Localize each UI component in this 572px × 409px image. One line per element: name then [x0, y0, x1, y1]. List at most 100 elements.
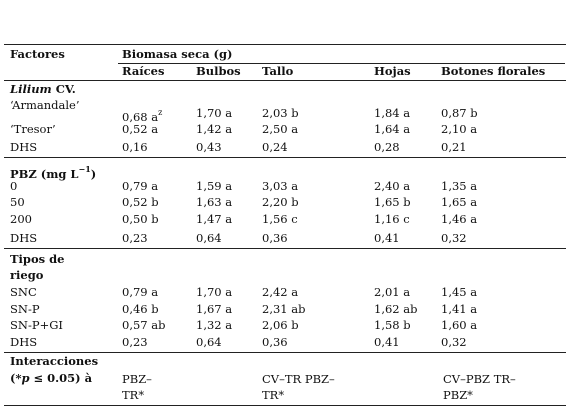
cell: 1,59 a: [196, 179, 233, 193]
cell: 0,46 b: [122, 302, 159, 316]
cell: 0,32: [441, 231, 467, 245]
rule-line: [4, 44, 566, 45]
row-label: ‘Armandale’: [10, 98, 80, 112]
cell: 1,63 a: [196, 195, 233, 209]
column-header: Tallo: [262, 64, 294, 78]
cell: 2,10 a: [441, 122, 478, 136]
rule-line: [4, 248, 566, 249]
row-label: DHS: [10, 231, 38, 245]
cell: 0,24: [262, 140, 288, 154]
cell: 0,52 a: [122, 122, 159, 136]
rule-line: [4, 157, 566, 158]
cell: 1,65 b: [374, 195, 411, 209]
cell: 0,43: [196, 140, 222, 154]
cell: 1,42 a: [196, 122, 233, 136]
cell: 0,64: [196, 335, 222, 349]
cell: 1,70 a: [196, 106, 233, 120]
section-title-part: ): [90, 167, 97, 181]
rule-line: [4, 405, 566, 406]
cell: 0,28: [374, 140, 400, 154]
cell: 1,60 a: [441, 318, 478, 332]
section-title-part: Lilium: [10, 82, 52, 96]
section-title: PBZ (mg L−1): [10, 162, 96, 181]
row-label: 0: [10, 179, 18, 193]
section-title: riego: [10, 268, 44, 282]
interaction-item: CV–TR PBZ–: [262, 372, 335, 386]
cell: 0,41: [374, 231, 400, 245]
cell: 2,42 a: [262, 285, 299, 299]
interaction-item: CV–PBZ TR–: [443, 372, 516, 386]
row-label: DHS: [10, 140, 38, 154]
cell: 2,03 b: [262, 106, 299, 120]
interaction-item: PBZ*: [443, 388, 473, 402]
cell: 1,45 a: [441, 285, 478, 299]
cell: 0,23: [122, 335, 148, 349]
cell: 1,46 a: [441, 212, 478, 226]
column-header: Bulbos: [196, 64, 241, 78]
cell: 1,65 a: [441, 195, 478, 209]
cell: 1,67 a: [196, 302, 233, 316]
cell: 0,23: [122, 231, 148, 245]
cell: 1,62 ab: [374, 302, 418, 316]
column-header: Botones florales: [441, 64, 546, 78]
column-header: Raíces: [122, 64, 165, 78]
cell: 0,87 b: [441, 106, 478, 120]
interaction-item: TR*: [122, 388, 145, 402]
row-label: ‘Tresor’: [10, 122, 56, 136]
section-title-part: CV.: [51, 82, 76, 96]
cell: 1,58 b: [374, 318, 411, 332]
cell: 1,64 a: [374, 122, 411, 136]
cell: 0,79 a: [122, 179, 159, 193]
rule-line: [4, 352, 566, 353]
cell: 0,21: [441, 140, 467, 154]
row-label: SN-P+GI: [10, 318, 63, 332]
interactions-subtitle-part: ≤ 0.05) à: [29, 371, 93, 385]
section-title: Tipos de: [10, 252, 64, 266]
interactions-subtitle-part: p: [21, 371, 30, 385]
cell: 1,47 a: [196, 212, 233, 226]
cell: 0,64: [196, 231, 222, 245]
cell: 0,52 b: [122, 195, 159, 209]
cell: 2,31 ab: [262, 302, 306, 316]
interactions-subtitle-part: (*: [10, 371, 22, 385]
section-title: Lilium CV.: [10, 82, 76, 96]
cell: 2,06 b: [262, 318, 299, 332]
cell: 1,70 a: [196, 285, 233, 299]
row-label: DHS: [10, 335, 38, 349]
cell: 2,01 a: [374, 285, 411, 299]
row-label: SNC: [10, 285, 37, 299]
cell: 1,41 a: [441, 302, 478, 316]
cell: 2,20 b: [262, 195, 299, 209]
rule-line: [118, 63, 565, 64]
row-label: 200: [10, 212, 32, 226]
section-title-part: Tipos de: [10, 252, 65, 266]
cell: 0,16: [122, 140, 148, 154]
header-factor: Factores: [10, 47, 65, 61]
cell: 1,56 c: [262, 212, 298, 226]
cell: 0,79 a: [122, 285, 159, 299]
footnote-mark: z: [158, 108, 163, 117]
cell: 0,36: [262, 335, 288, 349]
cell: 1,16 c: [374, 212, 410, 226]
column-header: Hojas: [374, 64, 411, 78]
row-label: SN-P: [10, 302, 40, 316]
interaction-item: TR*: [262, 388, 285, 402]
interaction-item: PBZ–: [122, 372, 152, 386]
rule-line: [4, 80, 566, 81]
cell: 0,68 az: [122, 108, 163, 124]
section-title-part: −1: [78, 164, 91, 174]
cell: 0,41: [374, 335, 400, 349]
row-label: 50: [10, 195, 25, 209]
header-group: Biomasa seca (g): [122, 47, 233, 61]
cell: 2,40 a: [374, 179, 411, 193]
cell: 0,32: [441, 335, 467, 349]
cell: 0,57 ab: [122, 318, 166, 332]
cell: 0,36: [262, 231, 288, 245]
cell: 2,50 a: [262, 122, 299, 136]
section-title-part: PBZ (mg L: [10, 167, 79, 181]
cell: 0,50 b: [122, 212, 159, 226]
interactions-subtitle: (*p ≤ 0.05) à: [10, 371, 92, 385]
cell: 1,32 a: [196, 318, 233, 332]
cell: 3,03 a: [262, 179, 299, 193]
